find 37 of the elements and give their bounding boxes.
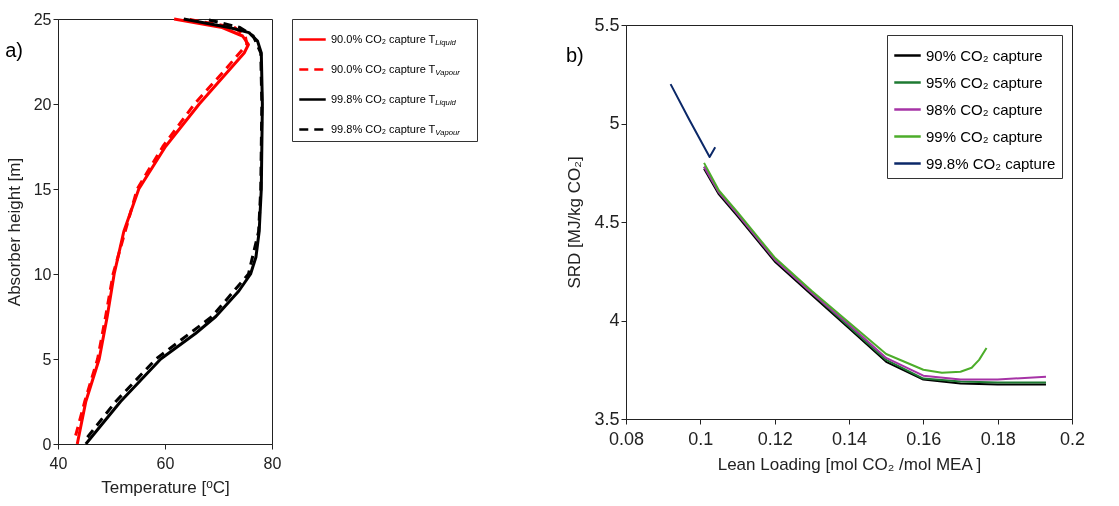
x-tick-label: 0.2 [1059,428,1086,449]
y-tick-label: 4.5 [594,211,620,232]
text: a) [5,39,23,61]
legend-label: 90% CO₂ capture [926,46,1043,64]
y-tick-label: 5.5 [594,14,620,35]
legend-label: 99.8% CO₂ capture [926,154,1056,172]
y-axis-title: SRD [MJ/kg CO₂] [565,156,585,289]
y-tick-label: 5 [42,350,52,368]
y-tick-label: 0 [42,435,52,453]
y-tick-label: 20 [33,95,52,113]
y-tick-label: 15 [33,180,52,198]
x-axis-title: Temperature [$^{o}$C] [101,476,230,497]
y-tick-label: 5 [609,113,620,133]
x-tick-label: 0.1 [688,428,714,449]
y-tick-label: 25 [33,10,52,28]
line-series [669,83,717,158]
x-tick-label: 0.12 [757,428,793,449]
legend-label: 95% CO₂ capture [926,73,1043,91]
x-tick-label: 0.08 [608,428,645,449]
y-tick-label: 10 [33,265,52,283]
legend-label: 98% CO₂ capture [926,100,1043,118]
legend-label: 99.8% CO₂ capture T$_{Liquid}$ [331,92,457,107]
x-tick-label: 0.16 [906,428,942,449]
x-tick-label: 80 [263,454,282,472]
text: b) [565,44,584,66]
x-tick-label: 60 [156,454,175,472]
x-tick-label: 0.14 [831,428,868,449]
legend-label: 99% CO₂ capture [926,127,1043,145]
y-tick-label: 4 [609,310,620,330]
y-axis-title: Absorber height [m] [4,157,24,307]
legend-label: 90.0% CO₂ capture T$_{Liquid}$ [331,32,457,47]
x-tick-label: 40 [49,454,68,472]
legend-label: 90.0% CO₂ capture T$_{Vapour}$ [331,62,461,77]
y-tick-label: 3.5 [594,408,620,429]
x-tick-label: 0.18 [980,428,1016,449]
legend-label: 99.8% CO₂ capture T$_{Vapour}$ [331,122,461,137]
x-axis-title: Lean Loading [mol CO₂ /mol MEA ] [717,454,982,474]
